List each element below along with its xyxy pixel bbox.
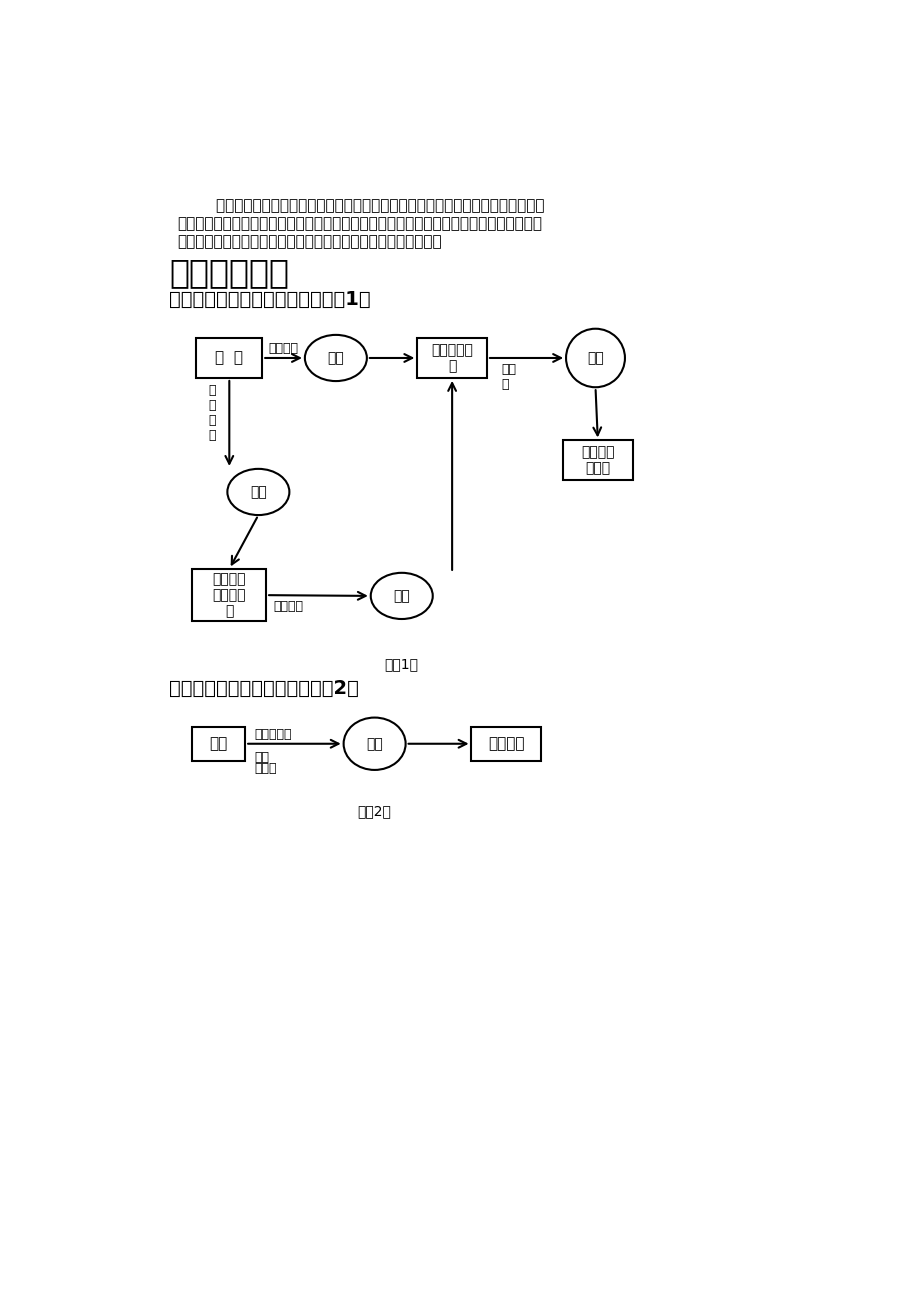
- Text: 教师开课信
息: 教师开课信 息: [431, 342, 472, 374]
- Bar: [192, 569, 266, 621]
- Text: 该课程具
体信息: 该课程具 体信息: [581, 445, 614, 475]
- Text: 查询: 查询: [586, 352, 603, 365]
- Text: 该院系所
有教师信
息: 该院系所 有教师信 息: [212, 572, 245, 618]
- Text: 查询: 查询: [327, 352, 344, 365]
- Bar: [196, 339, 262, 378]
- Text: 第一部分：教师查询子系统（见图1）: 第一部分：教师查询子系统（见图1）: [169, 290, 370, 309]
- Text: 统。进行具体的数据库设计，在需求分析中形成的数据流图如下：: 统。进行具体的数据库设计，在需求分析中形成的数据流图如下：: [176, 234, 441, 249]
- Text: 们对教师查询子系统，教师查询子系统，课程查询子系统，教室借用子系统，我要自习子系: 们对教师查询子系统，教师查询子系统，课程查询子系统，教室借用子系统，我要自习子系: [176, 216, 541, 232]
- Text: 学  生: 学 生: [215, 350, 243, 366]
- Bar: [562, 440, 632, 480]
- Text: 楼层: 楼层: [255, 751, 269, 764]
- Text: 课程
号: 课程 号: [501, 362, 516, 391]
- Text: 教师姓名: 教师姓名: [268, 342, 298, 355]
- Bar: [471, 727, 540, 760]
- Text: 学生: 学生: [210, 736, 228, 751]
- Text: 时间段: 时间段: [255, 762, 277, 775]
- Text: 教学楼名称: 教学楼名称: [255, 728, 291, 741]
- Text: 查询: 查询: [366, 737, 382, 751]
- Bar: [192, 727, 245, 760]
- Ellipse shape: [344, 717, 405, 769]
- Text: 查询: 查询: [393, 589, 410, 603]
- Ellipse shape: [370, 573, 432, 618]
- Text: 经上述分析，我们已经得到了对于该系统的基本要求和系统模块的划分，综上，我: 经上述分析，我们已经得到了对于该系统的基本要求和系统模块的划分，综上，我: [176, 199, 544, 214]
- Text: 二、数据流图: 二、数据流图: [169, 256, 289, 289]
- Text: 查询: 查询: [250, 484, 267, 499]
- Text: 院
系
名
称: 院 系 名 称: [209, 384, 216, 443]
- Text: 教师姓名: 教师姓名: [274, 600, 303, 613]
- Ellipse shape: [565, 328, 624, 387]
- Ellipse shape: [304, 335, 367, 381]
- Text: （图2）: （图2）: [357, 803, 391, 818]
- Text: （图1）: （图1）: [384, 658, 418, 672]
- Text: 第二部分：空教室子系统（见图2）: 第二部分：空教室子系统（见图2）: [169, 680, 358, 698]
- Ellipse shape: [227, 469, 289, 516]
- Text: 空闲教室: 空闲教室: [488, 736, 524, 751]
- Bar: [417, 339, 486, 378]
